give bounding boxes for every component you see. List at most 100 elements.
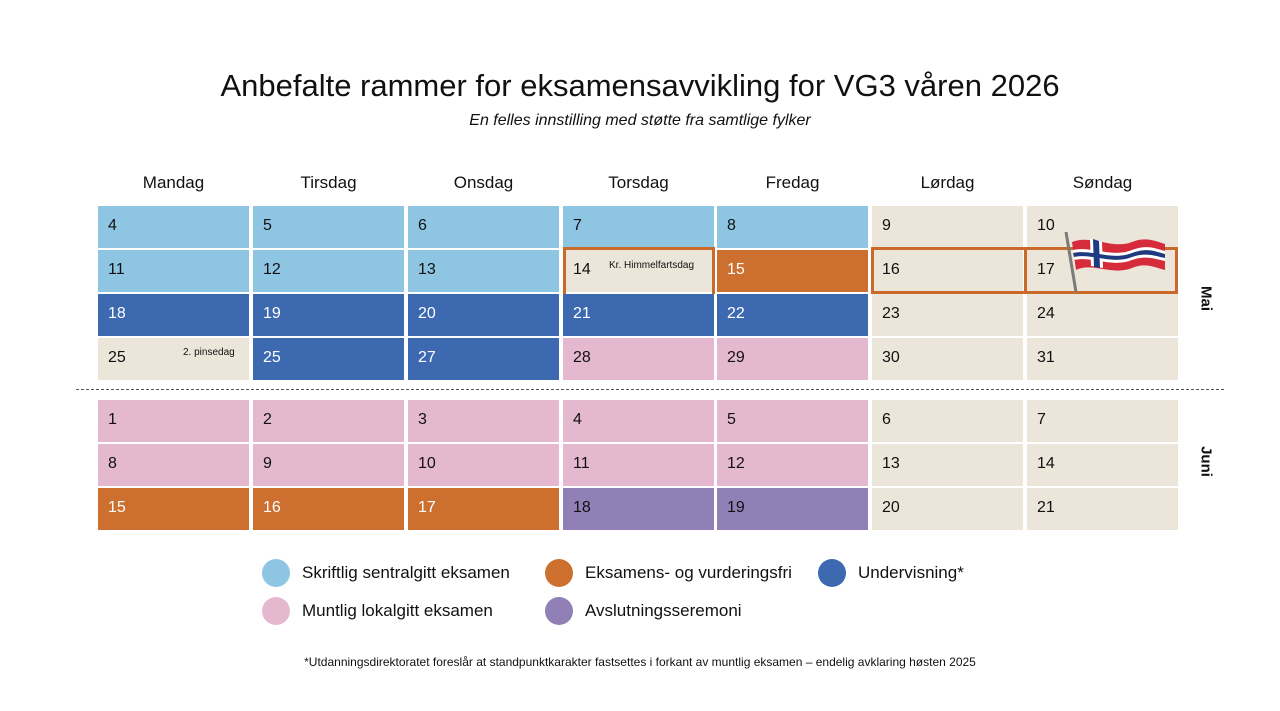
day-number: 30 (882, 349, 900, 366)
day-cell: 8 (98, 444, 249, 486)
page-title: Anbefalte rammer for eksamensavvikling f… (220, 68, 1060, 103)
day-number: 17 (1037, 261, 1055, 278)
day-cell: 13 (408, 250, 559, 292)
day-number: 29 (727, 349, 745, 366)
day-cell: 10 (408, 444, 559, 486)
day-number: 10 (1037, 217, 1055, 234)
day-number: 13 (418, 261, 436, 278)
day-header-tuesday: Tirsdag (300, 173, 357, 192)
day-header-sunday: Søndag (1072, 173, 1133, 192)
day-cell: 3 (408, 400, 559, 442)
legend-label: Muntlig lokalgitt eksamen (302, 601, 493, 620)
day-cell: 12 (253, 250, 404, 292)
day-number: 8 (108, 455, 117, 472)
day-header-saturday: Lørdag (920, 173, 975, 192)
day-cell: 22 (717, 294, 868, 336)
day-cell: 4 (98, 206, 249, 248)
legend-dot (545, 559, 573, 587)
day-number: 22 (727, 305, 745, 322)
day-cell: 31 (1027, 338, 1178, 380)
day-cell: 23 (872, 294, 1023, 336)
day-cell: 30 (872, 338, 1023, 380)
day-number: 11 (573, 455, 590, 472)
day-header-monday: Mandag (142, 173, 205, 192)
day-header-thursday: Torsdag (608, 173, 669, 192)
day-number: 16 (263, 499, 281, 516)
day-cell: 9 (253, 444, 404, 486)
day-number: 19 (263, 305, 281, 322)
day-number: 5 (263, 217, 272, 234)
day-number: 14 (573, 261, 591, 278)
day-number: 23 (882, 305, 900, 322)
day-number: 21 (1037, 499, 1055, 516)
day-number: 7 (1037, 411, 1046, 428)
day-cell: 14 (1027, 444, 1178, 486)
day-number: 4 (573, 411, 582, 428)
day-cell: 16 (253, 488, 404, 530)
day-number: 1 (108, 411, 117, 428)
day-cell: 11 (98, 250, 249, 292)
day-cell: 28 (563, 338, 714, 380)
day-number: 25 (108, 349, 126, 366)
day-number: 12 (263, 261, 281, 278)
day-number: 15 (727, 261, 745, 278)
legend-label: Avslutningsseremoni (585, 601, 742, 620)
legend-dot (545, 597, 573, 625)
day-number: 21 (573, 305, 591, 322)
day-cell: 8 (717, 206, 868, 248)
day-cell-pinse: 25 2. pinsedag (98, 338, 249, 380)
day-number: 8 (727, 217, 736, 234)
day-cell: 5 (717, 400, 868, 442)
legend-dot (262, 559, 290, 587)
day-cell: 19 (717, 488, 868, 530)
day-number: 18 (108, 305, 126, 322)
day-number: 13 (882, 455, 900, 472)
legend-dot (818, 559, 846, 587)
day-number: 12 (727, 455, 745, 472)
day-number: 9 (882, 217, 891, 234)
day-cell: 4 (563, 400, 714, 442)
day-cell: 24 (1027, 294, 1178, 336)
day-cell: 6 (408, 206, 559, 248)
day-number: 27 (418, 349, 436, 366)
legend-label: Undervisning* (858, 563, 964, 582)
day-cell: 21 (563, 294, 714, 336)
day-number: 31 (1037, 349, 1055, 366)
day-number: 4 (108, 217, 117, 234)
day-cell: 17 (408, 488, 559, 530)
day-number: 7 (573, 217, 582, 234)
day-cell: 29 (717, 338, 868, 380)
day-cell: 19 (253, 294, 404, 336)
day-cell: 27 (408, 338, 559, 380)
day-cell: 10 (1027, 206, 1178, 248)
day-cell: 21 (1027, 488, 1178, 530)
day-number: 5 (727, 411, 736, 428)
holiday-highlight-thursday (563, 247, 715, 294)
month-label-mai: Mai (1197, 285, 1215, 311)
day-number: 16 (882, 261, 900, 278)
day-cell: 2 (253, 400, 404, 442)
page-subtitle: En felles innstilling med støtte fra sam… (469, 112, 811, 129)
day-cell: 18 (98, 294, 249, 336)
holiday-note-pinse: 2. pinsedag (183, 347, 235, 358)
day-cell: 1 (98, 400, 249, 442)
day-cell: 15 (98, 488, 249, 530)
legend-dot (262, 597, 290, 625)
day-cell: 7 (563, 206, 714, 248)
day-cell-himmelfart: 14 Kr. Himmelfartsdag (563, 250, 714, 292)
month-label-juni: Juni (1197, 446, 1215, 477)
day-cell: 15 (717, 250, 868, 292)
day-cell: 25 (253, 338, 404, 380)
legend-label: Eksamens- og vurderingsfri (585, 563, 792, 582)
day-cell: 7 (1027, 400, 1178, 442)
day-number: 9 (263, 455, 272, 472)
day-number: 15 (108, 499, 126, 516)
day-cell: 6 (872, 400, 1023, 442)
day-number: 25 (263, 349, 281, 366)
day-header-wednesday: Onsdag (453, 173, 514, 192)
day-cell: 12 (717, 444, 868, 486)
day-number: 11 (108, 261, 125, 278)
day-cell: 18 (563, 488, 714, 530)
day-header-friday: Fredag (765, 173, 820, 192)
holiday-highlight-divider (1024, 247, 1027, 294)
